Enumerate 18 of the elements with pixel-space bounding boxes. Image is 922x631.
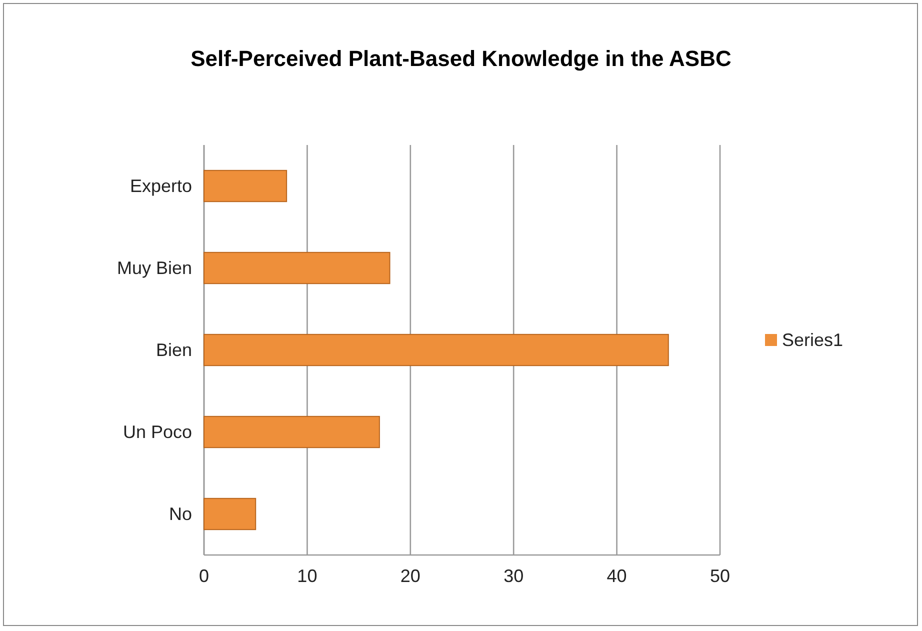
x-tick-label: 30 xyxy=(504,566,524,586)
y-tick-label: Bien xyxy=(156,340,192,360)
x-tick-label: 40 xyxy=(606,566,627,586)
y-tick-label: Muy Bien xyxy=(116,258,192,278)
chart-title: Self-Perceived Plant-Based Knowledge in the ASBC xyxy=(190,46,732,71)
x-tick-label: 10 xyxy=(297,566,318,586)
x-tick-label: 0 xyxy=(198,566,210,586)
y-tick-label: No xyxy=(168,504,192,524)
bar xyxy=(204,334,669,366)
x-tick-label: 20 xyxy=(400,566,420,586)
bar xyxy=(204,170,288,202)
y-tick-label: Experto xyxy=(130,176,192,196)
y-tick-label: Un Poco xyxy=(122,422,192,442)
legend-label: Series1 xyxy=(782,330,844,350)
bar xyxy=(204,252,390,284)
bar xyxy=(204,498,256,530)
bar xyxy=(204,416,380,448)
x-tick-label: 50 xyxy=(710,566,730,586)
